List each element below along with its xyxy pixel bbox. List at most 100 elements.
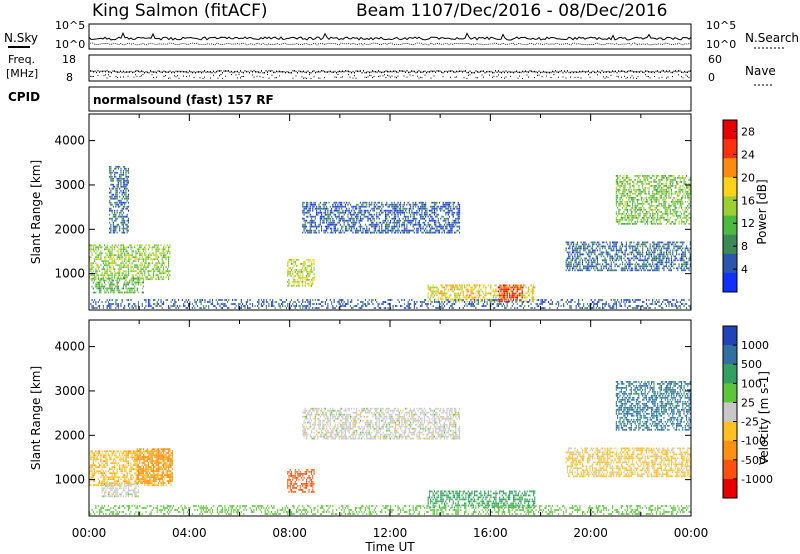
echo-cell [674, 259, 676, 262]
echo-cell [628, 198, 630, 201]
echo-cell [431, 217, 433, 220]
echo-cell [109, 207, 111, 210]
echo-cell [357, 213, 359, 216]
echo-cell [298, 269, 300, 271]
echo-cell [469, 296, 471, 299]
echo-cell [658, 222, 660, 225]
echo-cell [418, 219, 420, 222]
nave-point [621, 76, 622, 78]
echo-cell [664, 210, 666, 213]
echo-cell [500, 290, 502, 293]
echo-cell [126, 231, 128, 234]
echo-cell [397, 205, 399, 208]
echo-cell [662, 179, 664, 181]
echo-cell [338, 215, 340, 218]
echo-cell [125, 227, 127, 230]
freq-point [684, 70, 685, 73]
echo-cell [303, 217, 305, 220]
echo-cell [139, 274, 141, 277]
echo-cell [120, 179, 122, 182]
echo-cell [314, 207, 316, 210]
echo-cell [653, 208, 655, 211]
nave-point [672, 76, 673, 77]
nave-point [385, 77, 387, 79]
nave-point [649, 77, 651, 79]
echo-cell [321, 207, 323, 210]
freq-point [93, 71, 94, 73]
echo-cell [635, 183, 637, 185]
echo-cell [94, 274, 96, 277]
freq-point [220, 70, 222, 72]
freq-point [94, 70, 96, 72]
echo-cell [580, 257, 582, 260]
echo-cell [448, 223, 451, 226]
nave-point [276, 77, 277, 79]
echo-cell [122, 262, 125, 265]
echo-cell [470, 290, 472, 293]
echo-cell [663, 253, 665, 256]
echo-cell [127, 175, 130, 178]
echo-cell [311, 229, 313, 232]
echo-cell [155, 250, 157, 253]
freq-point [618, 70, 619, 72]
echo-cell [96, 264, 98, 267]
echo-cell [122, 183, 125, 186]
echo-cell [437, 292, 439, 295]
echo-cell [336, 207, 338, 210]
echo-cell [290, 284, 293, 287]
echo-cell [403, 229, 405, 232]
echo-cell [689, 265, 691, 268]
echo-cell [109, 287, 111, 290]
echo-cell [111, 276, 113, 279]
freq-point [445, 70, 447, 73]
echo-cell [293, 284, 295, 287]
echo-cell [293, 277, 295, 279]
echo-cell [403, 231, 405, 234]
echo-cell [615, 212, 617, 215]
echo-cell [328, 215, 330, 218]
echo-cell [669, 253, 671, 256]
echo-cell [338, 209, 340, 212]
echo-cell [643, 220, 645, 223]
echo-cell [663, 243, 665, 246]
echo-cell [168, 250, 170, 253]
echo-cell [618, 177, 620, 179]
echo-cell [623, 185, 625, 187]
echo-cell [605, 259, 607, 262]
nave-point [577, 76, 579, 78]
echo-cell [303, 209, 305, 212]
echo-cell [102, 268, 104, 271]
echo-cell [645, 263, 648, 266]
freq-point [499, 71, 501, 73]
echo-cell [303, 277, 305, 279]
nave-point [409, 74, 411, 76]
echo-cell [319, 209, 321, 212]
echo-cell [624, 194, 626, 197]
echo-cell [514, 288, 516, 291]
echo-cell [640, 181, 642, 183]
echo-cell [598, 263, 600, 266]
echo-cell [638, 265, 640, 268]
nave-point [334, 76, 336, 78]
echo-cell [127, 256, 130, 259]
echo-cell [313, 259, 315, 261]
echo-cell [433, 231, 436, 234]
echo-cell [662, 192, 664, 195]
echo-cell [628, 212, 630, 215]
echo-cell [425, 219, 427, 222]
echo-cell [499, 288, 501, 291]
echo-cell [634, 204, 636, 207]
echo-cell [568, 243, 570, 246]
echo-cell [151, 258, 153, 261]
echo-cell [385, 225, 387, 228]
echo-cell [665, 181, 668, 183]
echo-cell [100, 285, 102, 288]
echo-cell [648, 216, 650, 219]
nave-point [135, 74, 136, 76]
nave-point [466, 78, 468, 79]
freq-point [300, 70, 301, 73]
echo-cell [117, 183, 119, 186]
echo-cell [127, 281, 130, 284]
freq-point [235, 70, 237, 73]
echo-cell [137, 276, 140, 279]
